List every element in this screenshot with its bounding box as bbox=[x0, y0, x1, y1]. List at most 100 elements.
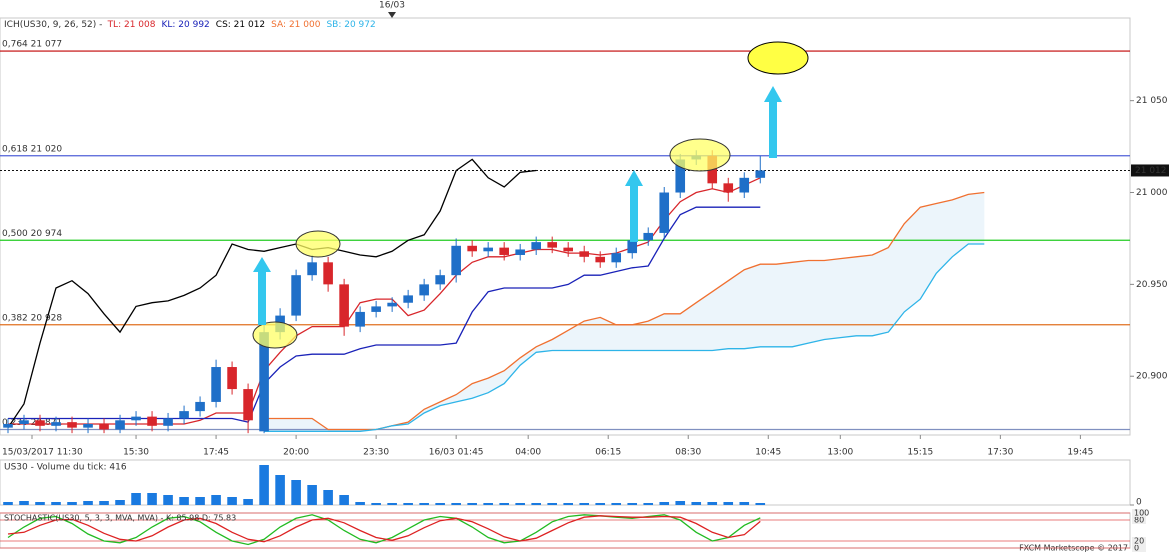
current-price-box bbox=[1131, 164, 1169, 177]
volume-bar bbox=[499, 503, 509, 505]
y-tick-label: 0 bbox=[1136, 498, 1142, 508]
candle-body bbox=[755, 170, 766, 178]
line-series bbox=[264, 243, 985, 432]
candle-body bbox=[579, 251, 590, 257]
x-tick-label: 06:15 bbox=[595, 448, 621, 458]
candle-body bbox=[515, 249, 525, 255]
candle-body bbox=[531, 242, 541, 250]
volume-bar bbox=[83, 501, 93, 505]
x-tick-label: 04:00 bbox=[515, 448, 541, 458]
target-highlight bbox=[747, 41, 809, 75]
candle-body bbox=[419, 284, 429, 296]
candle-body bbox=[403, 295, 413, 303]
level-label: 0,382 20 928 bbox=[2, 313, 62, 323]
candle-body bbox=[371, 306, 381, 312]
candle-body bbox=[163, 418, 173, 426]
volume-bar bbox=[371, 503, 381, 505]
y-tick-box bbox=[1132, 537, 1146, 545]
volume-bar bbox=[627, 503, 638, 505]
volume-bar bbox=[755, 503, 766, 505]
candle-body bbox=[643, 232, 654, 241]
y-tick-label: 20 bbox=[1134, 537, 1144, 546]
candle-body bbox=[259, 332, 269, 432]
volume-bar bbox=[515, 503, 525, 505]
x-tick-label: 15:15 bbox=[907, 448, 933, 458]
candle-body bbox=[67, 422, 77, 428]
candle-body bbox=[243, 389, 253, 421]
y-tick-label: 100 bbox=[1134, 509, 1149, 518]
volume-bar bbox=[147, 493, 157, 505]
volume-bar bbox=[419, 503, 429, 505]
volume-bar bbox=[435, 503, 445, 505]
volume-bar bbox=[355, 502, 365, 505]
candle-body bbox=[355, 311, 365, 327]
candle-body bbox=[387, 302, 397, 307]
candle-body bbox=[627, 240, 638, 254]
volume-bar bbox=[275, 475, 285, 505]
price-layer: 20.900 20.950 21 000 21 050 15/03/2017 11:30… bbox=[0, 20, 1169, 458]
candle-body bbox=[211, 367, 221, 402]
x-tick-label: 19:45 bbox=[1067, 448, 1093, 458]
candle-body bbox=[131, 416, 141, 421]
line-series bbox=[7, 514, 761, 546]
level-label: 0,764 21 077 bbox=[2, 40, 62, 50]
stochastic-panel bbox=[0, 512, 1131, 549]
volume-bar bbox=[323, 490, 333, 505]
volume-bar bbox=[291, 480, 301, 505]
volume-bar bbox=[723, 502, 734, 505]
volume-bar bbox=[531, 503, 541, 505]
highlight bbox=[252, 321, 298, 349]
volume-bar bbox=[227, 497, 237, 505]
highlight bbox=[669, 138, 731, 172]
volume-bar bbox=[19, 501, 29, 505]
day-marker-arrow bbox=[388, 12, 396, 18]
volume-bar bbox=[467, 503, 477, 505]
volume-bar bbox=[643, 503, 654, 505]
volume-bar bbox=[387, 503, 397, 505]
candle-body bbox=[307, 262, 317, 276]
candle-body bbox=[339, 284, 349, 327]
volume-bar bbox=[739, 502, 750, 505]
candle-body bbox=[451, 245, 461, 276]
candle-body bbox=[499, 247, 509, 255]
candle-body bbox=[179, 411, 189, 419]
volume-bar bbox=[563, 503, 574, 505]
candle-body bbox=[723, 183, 734, 193]
candle-body bbox=[547, 242, 557, 248]
day-marker: 16/03 bbox=[379, 1, 405, 11]
volume-bar bbox=[707, 502, 718, 505]
candle-body bbox=[51, 422, 61, 426]
volume-bar bbox=[163, 495, 173, 505]
volume-bar bbox=[307, 485, 317, 505]
legend-entry: SB: 20 972 bbox=[326, 20, 375, 30]
highlight bbox=[295, 230, 341, 258]
candle-body bbox=[19, 420, 29, 424]
volume-bar bbox=[51, 502, 61, 505]
y-tick-label: 80 bbox=[1134, 516, 1144, 525]
level-label: 0,618 21 020 bbox=[2, 144, 62, 154]
candle-body bbox=[611, 253, 622, 263]
x-tick-label: 13:00 bbox=[827, 448, 853, 458]
volume-bar bbox=[195, 497, 205, 505]
candle-body bbox=[323, 262, 333, 285]
candle-body bbox=[227, 367, 237, 390]
volume-bar bbox=[67, 502, 77, 505]
x-tick-label: 15:30 bbox=[123, 448, 149, 458]
candle-body bbox=[115, 420, 125, 430]
arrow bbox=[253, 257, 271, 325]
candle-body bbox=[675, 159, 686, 193]
candle-body bbox=[99, 423, 109, 430]
x-tick-label: 17:45 bbox=[203, 448, 229, 458]
volume-bar bbox=[243, 499, 253, 505]
legend-entry: TL: 21 008 bbox=[107, 20, 156, 30]
y-tick-label: 0 bbox=[1134, 544, 1139, 553]
x-tick-label: 20:00 bbox=[283, 448, 309, 458]
volume-bar bbox=[259, 465, 269, 505]
annotations bbox=[252, 41, 809, 349]
volume-bar bbox=[99, 501, 109, 505]
volume-bar bbox=[547, 503, 557, 505]
cloud-fill bbox=[264, 192, 985, 432]
volume-bar bbox=[211, 495, 221, 505]
y-tick-box bbox=[1132, 509, 1146, 517]
y-tick-label: 21 000 bbox=[1136, 188, 1168, 198]
